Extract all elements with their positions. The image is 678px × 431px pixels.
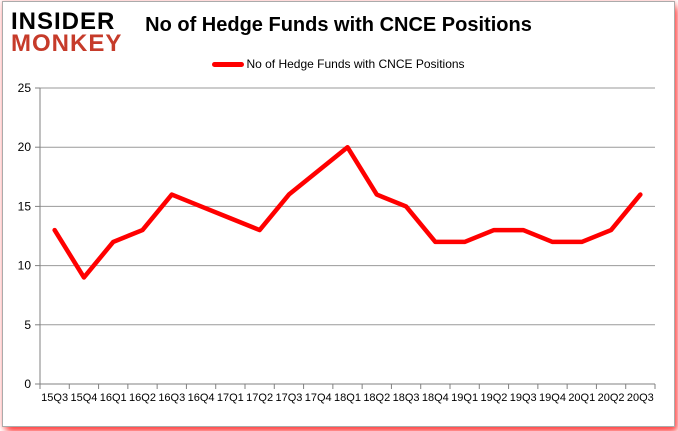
x-axis-tick-label: 19Q4 <box>539 392 566 404</box>
y-axis-tick-label: 5 <box>24 318 31 332</box>
x-axis-tick-label: 16Q3 <box>158 392 185 404</box>
x-axis-tick-label: 19Q1 <box>451 392 478 404</box>
insider-monkey-logo: INSIDER MONKEY <box>11 8 123 58</box>
data-series-line <box>52 144 643 280</box>
chart-title: No of Hedge Funds with CNCE Positions <box>145 14 532 36</box>
logo-line-monkey: MONKEY <box>11 30 123 58</box>
x-axis-tick-label: 16Q1 <box>100 392 127 404</box>
x-axis-tick-label: 16Q2 <box>129 392 156 404</box>
x-axis-tick-label: 19Q3 <box>510 392 537 404</box>
x-axis-tick-label: 17Q2 <box>246 392 273 404</box>
x-axis-tick-label: 20Q1 <box>568 392 595 404</box>
x-axis-tick-label: 20Q2 <box>598 392 625 404</box>
legend: No of Hedge Funds with CNCE Positions <box>3 57 674 71</box>
logo-line-insider: INSIDER <box>11 8 116 35</box>
x-axis-tick-label: 15Q4 <box>70 392 97 404</box>
x-axis-tick-label: 16Q4 <box>188 392 215 404</box>
y-axis-tick-label: 15 <box>18 199 32 213</box>
x-axis-tick-label: 20Q3 <box>627 392 654 404</box>
y-axis-tick-label: 10 <box>18 259 32 273</box>
y-axis-tick-label: 20 <box>18 140 32 154</box>
legend-line-marker <box>212 61 245 67</box>
x-axis-tick-label: 19Q2 <box>480 392 507 404</box>
x-axis-tick-label: 18Q4 <box>422 392 449 404</box>
legend-label: No of Hedge Funds with CNCE Positions <box>246 57 465 71</box>
y-axis-tick-label: 25 <box>18 81 32 95</box>
x-axis-tick-label: 18Q3 <box>393 392 420 404</box>
x-axis-tick-label: 18Q1 <box>334 392 361 404</box>
x-axis-tick-label: 18Q2 <box>363 392 390 404</box>
y-axis-tick-label: 0 <box>24 377 31 391</box>
x-axis-tick-label: 17Q1 <box>217 392 244 404</box>
x-axis-tick-label: 17Q3 <box>275 392 302 404</box>
x-axis-tick-label: 15Q3 <box>41 392 68 404</box>
x-axis-tick-label: 17Q4 <box>305 392 332 404</box>
